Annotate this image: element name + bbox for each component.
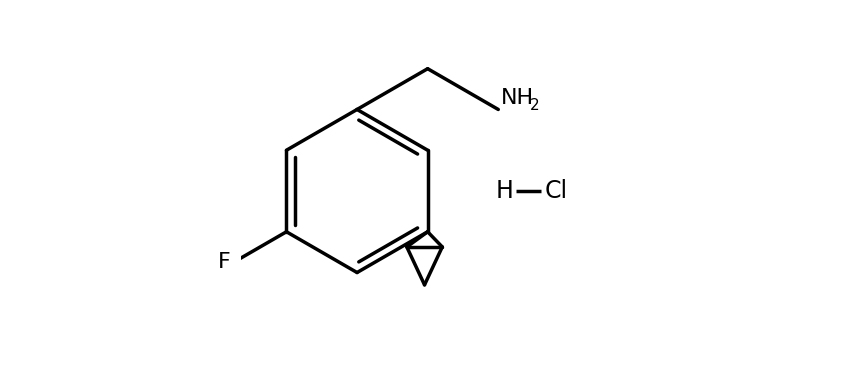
Text: F: F	[218, 253, 230, 272]
Text: H: H	[495, 179, 513, 203]
Text: 2: 2	[530, 98, 539, 113]
Text: NH: NH	[501, 87, 534, 108]
Text: Cl: Cl	[544, 179, 567, 203]
